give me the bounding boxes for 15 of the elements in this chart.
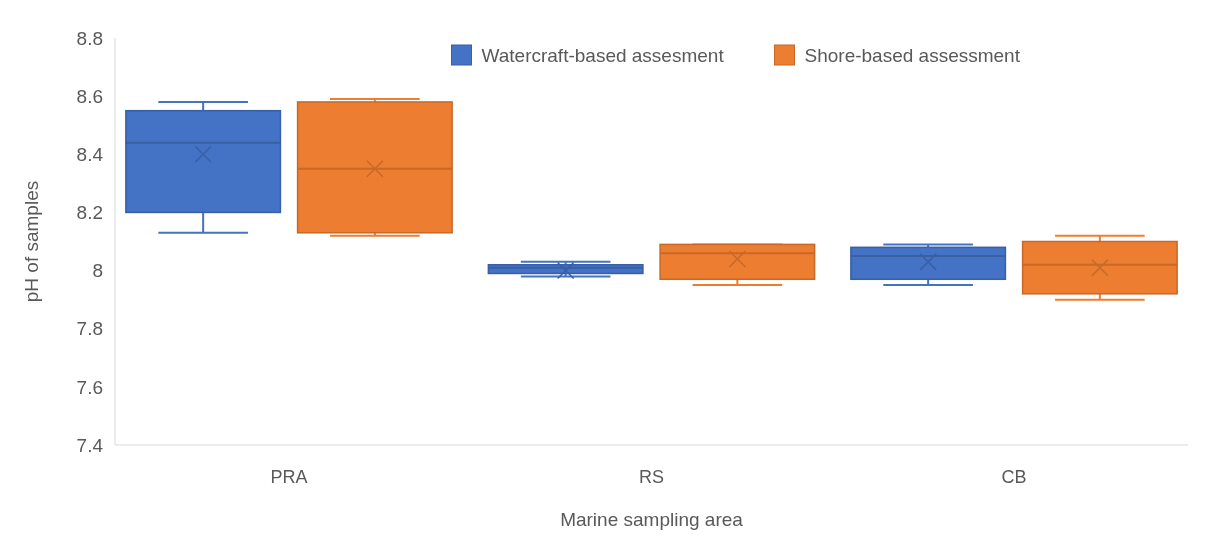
x-tick-label: RS xyxy=(638,467,665,487)
legend-label: Shore-based assessment xyxy=(804,45,1021,66)
x-tick-label: PRA xyxy=(270,467,308,487)
y-tick-label: 7.6 xyxy=(76,376,103,398)
x-axis-title: Marine sampling area xyxy=(560,509,744,530)
legend-label: Watercraft-based assesment xyxy=(481,45,725,66)
y-axis-title: pH of samples xyxy=(21,180,42,303)
y-tick-label: 7.4 xyxy=(76,434,104,456)
y-tick-label: 8.6 xyxy=(76,85,103,107)
x-tick-label: CB xyxy=(1001,467,1027,487)
y-tick-label: 8 xyxy=(92,260,103,282)
y-tick-label: 8.8 xyxy=(76,27,103,49)
y-tick-label: 8.4 xyxy=(76,143,104,165)
y-tick-label: 7.8 xyxy=(76,318,103,340)
y-tick-label: 8.2 xyxy=(76,202,103,224)
